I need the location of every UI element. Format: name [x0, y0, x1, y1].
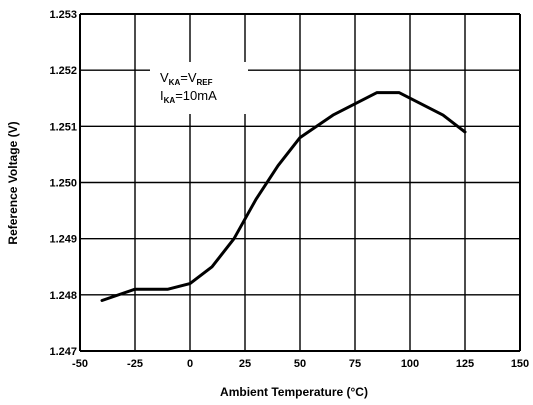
- x-tick-label: 75: [349, 358, 361, 370]
- y-tick-label: 1.253: [49, 9, 77, 21]
- y-axis-ticks: 1.247 1.248 1.249 1.250 1.251 1.252 1.253: [49, 9, 77, 358]
- series-line: [100, 91, 467, 302]
- annotation-line-1: VKA=VREF: [160, 70, 213, 87]
- x-tick-label: 0: [187, 358, 193, 370]
- y-tick-label: 1.251: [49, 121, 77, 133]
- data-series: [100, 91, 467, 302]
- x-tick-label: 125: [456, 358, 474, 370]
- x-tick-label: -25: [127, 358, 143, 370]
- y-tick-label: 1.249: [49, 234, 77, 246]
- annotation-sub-ka-2: KA: [164, 96, 176, 105]
- y-tick-label: 1.252: [49, 65, 77, 77]
- annotation-sub-ref: REF: [197, 78, 213, 87]
- x-tick-label: 25: [239, 358, 251, 370]
- y-axis-label: Reference Voltage (V): [6, 121, 20, 244]
- x-tick-label: 150: [511, 358, 529, 370]
- annotation-line-2: IKA=10mA: [160, 88, 217, 105]
- annotation-current: =10mA: [175, 88, 217, 103]
- x-axis-label: Ambient Temperature (°C): [220, 385, 368, 399]
- annotation-sub-ka: KA: [169, 78, 181, 87]
- annotation-v: V: [160, 70, 169, 85]
- x-axis-ticks: -50 -25 0 25 50 75 100 125 150: [72, 358, 529, 370]
- x-tick-label: -50: [72, 358, 88, 370]
- x-tick-label: 50: [294, 358, 306, 370]
- annotation-box: [150, 62, 248, 114]
- x-tick-label: 100: [401, 358, 419, 370]
- annotation-i: I: [160, 88, 164, 103]
- y-tick-label: 1.250: [49, 178, 77, 190]
- y-tick-label: 1.248: [49, 290, 77, 302]
- annotation-eq-v: =V: [180, 70, 197, 85]
- y-tick-label: 1.247: [49, 346, 77, 358]
